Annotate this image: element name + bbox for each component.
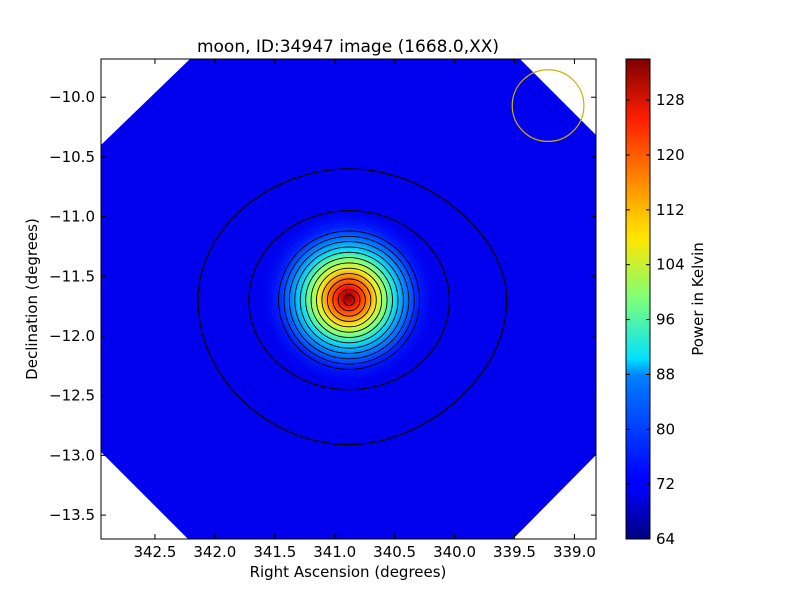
- colorbar: 64 72 80 88 96 104 112 120 128 Power in Kelvin: [625, 58, 707, 548]
- contour-line: [294, 246, 404, 354]
- colorbar-ticks: 64 72 80 88 96 104 112 120 128: [626, 91, 685, 548]
- contour-line: [305, 257, 394, 344]
- colorbar-label: Power in Kelvin: [689, 242, 707, 356]
- contour-line: [321, 273, 377, 328]
- contour-line: [343, 294, 355, 306]
- y-tick-label: −13.0: [49, 446, 95, 464]
- x-tick-label: 339.5: [493, 543, 536, 561]
- contour-line: [310, 262, 388, 338]
- contour-line: [278, 230, 421, 370]
- y-tick-label: −11.5: [49, 267, 95, 285]
- y-axis: −10.0 −10.5 −11.0 −11.5 −12.0 −12.5 −13.0 −13.5: [49, 88, 596, 524]
- contour-line: [299, 251, 399, 349]
- plot-frame: [100, 58, 597, 540]
- x-tick-label: 341.5: [253, 543, 296, 561]
- y-tick-label: −10.5: [49, 148, 95, 166]
- x-tick-label: 340.5: [373, 543, 416, 561]
- x-tick-label: 340.0: [433, 543, 476, 561]
- contour-line: [326, 278, 372, 322]
- y-tick-label: −11.0: [49, 208, 95, 226]
- source-emission: [258, 207, 438, 387]
- x-axis: 342.5 342.0 341.5 341.0 340.5 340.0 339.5 339.0: [133, 59, 596, 561]
- y-tick-label: −13.5: [49, 506, 95, 524]
- contour-line: [337, 289, 361, 312]
- beam-circle: [511, 69, 585, 142]
- colorbar-tick-label: 96: [656, 311, 675, 329]
- x-tick-label: 339.0: [553, 543, 596, 561]
- y-tick-label: −12.5: [49, 387, 95, 405]
- x-tick-label: 342.5: [133, 543, 176, 561]
- y-tick-label: −12.0: [49, 327, 95, 345]
- contour-line: [283, 235, 415, 365]
- contour-lines: [197, 168, 508, 446]
- chart-title: moon, ID:34947 image (1668.0,XX): [197, 37, 499, 57]
- colorbar-tick-label: 64: [656, 530, 675, 548]
- y-axis-label: Declination (degrees): [23, 218, 41, 380]
- contour-line: [248, 210, 450, 391]
- colorbar-tick-label: 80: [656, 420, 675, 438]
- x-axis-label: Right Ascension (degrees): [250, 563, 447, 581]
- x-tick-label: 342.0: [193, 543, 236, 561]
- colorbar-gradient: [625, 58, 651, 540]
- plot-area: [101, 59, 596, 539]
- colorbar-tick-label: 72: [656, 475, 675, 493]
- colorbar-tick-label: 88: [656, 365, 675, 383]
- contour-line: [316, 267, 383, 333]
- contour-line: [288, 241, 410, 360]
- contour-line: [197, 168, 508, 446]
- y-tick-label: −10.0: [49, 88, 95, 106]
- contour-line: [332, 283, 366, 317]
- colorbar-tick-label: 128: [656, 91, 685, 109]
- colorbar-tick-label: 120: [656, 146, 685, 164]
- colorbar-tick-label: 112: [656, 201, 685, 219]
- x-tick-label: 341.0: [313, 543, 356, 561]
- colorbar-tick-label: 104: [656, 256, 685, 274]
